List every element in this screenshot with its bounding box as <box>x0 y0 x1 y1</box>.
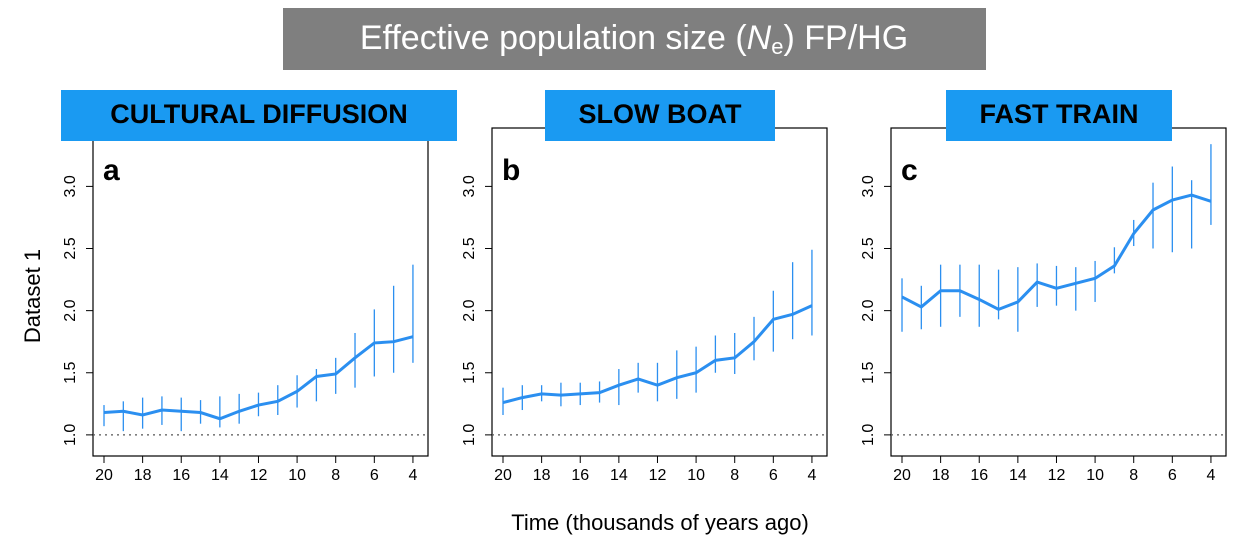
panel-banner-text: CULTURAL DIFFUSION <box>110 99 407 129</box>
x-tick-label: 10 <box>687 467 705 484</box>
panel-banner <box>545 90 775 141</box>
x-tick-label: 18 <box>533 467 551 484</box>
x-tick-label: 16 <box>970 467 988 484</box>
series-line <box>901 193 1212 312</box>
x-tick-label: 10 <box>1086 467 1104 484</box>
x-tick-label: 4 <box>1206 467 1215 484</box>
x-tick-label: 20 <box>95 467 113 484</box>
x-tick-label: 20 <box>893 467 911 484</box>
y-axis-label: Dataset 1 <box>20 249 45 343</box>
x-tick-label: 20 <box>494 467 512 484</box>
y-tick-label: 2.5 <box>62 237 79 259</box>
y-tick-label: 3.0 <box>461 175 478 197</box>
x-tick-label: 16 <box>172 467 190 484</box>
panel-banner <box>946 90 1172 141</box>
y-tick-label: 2.0 <box>461 299 478 321</box>
x-tick-label: 18 <box>134 467 152 484</box>
y-tick-label: 1.5 <box>461 362 478 384</box>
title-banner <box>283 8 986 70</box>
x-tick-label: 6 <box>370 467 379 484</box>
y-tick-label: 1.0 <box>461 424 478 446</box>
x-tick-label: 8 <box>1129 467 1138 484</box>
title-part: ) FP/HG <box>783 19 908 57</box>
title-part: N <box>747 19 772 57</box>
x-tick-label: 14 <box>610 467 628 484</box>
panel-letter: a <box>103 154 120 187</box>
x-tick-label: 10 <box>288 467 306 484</box>
x-tick-label: 12 <box>1048 467 1066 484</box>
x-tick-label: 14 <box>211 467 229 484</box>
x-axis-label: Time (thousands of years ago) <box>511 510 809 535</box>
x-tick-label: 4 <box>408 467 417 484</box>
plot-frame <box>491 127 828 457</box>
y-tick-label: 1.5 <box>62 362 79 384</box>
y-tick-label: 2.0 <box>860 299 877 321</box>
y-tick-label: 3.0 <box>860 175 877 197</box>
title-part: e <box>771 34 783 59</box>
series-line <box>502 304 813 405</box>
x-tick-label: 12 <box>649 467 667 484</box>
x-tick-label: 8 <box>331 467 340 484</box>
panel-banner-text: FAST TRAIN <box>980 99 1139 129</box>
series-line <box>103 335 414 421</box>
y-tick-label: 1.0 <box>860 424 877 446</box>
title-part: Effective population size ( <box>360 19 747 57</box>
x-tick-label: 14 <box>1009 467 1027 484</box>
y-tick-label: 1.5 <box>860 362 877 384</box>
x-tick-label: 6 <box>769 467 778 484</box>
y-tick-label: 1.0 <box>62 424 79 446</box>
y-tick-label: 2.5 <box>860 237 877 259</box>
y-tick-label: 2.0 <box>62 299 79 321</box>
x-tick-label: 12 <box>250 467 268 484</box>
panel-banner <box>61 90 457 141</box>
x-tick-label: 6 <box>1168 467 1177 484</box>
x-tick-label: 18 <box>932 467 950 484</box>
panel-letter: b <box>502 154 520 187</box>
y-tick-label: 3.0 <box>62 175 79 197</box>
x-tick-label: 4 <box>807 467 816 484</box>
x-tick-label: 8 <box>730 467 739 484</box>
panel-letter: c <box>901 154 918 187</box>
x-tick-label: 16 <box>571 467 589 484</box>
panel-banner-text: SLOW BOAT <box>579 99 742 129</box>
y-tick-label: 2.5 <box>461 237 478 259</box>
figure-title: Effective population size (Ne) FP/HG <box>360 19 908 59</box>
